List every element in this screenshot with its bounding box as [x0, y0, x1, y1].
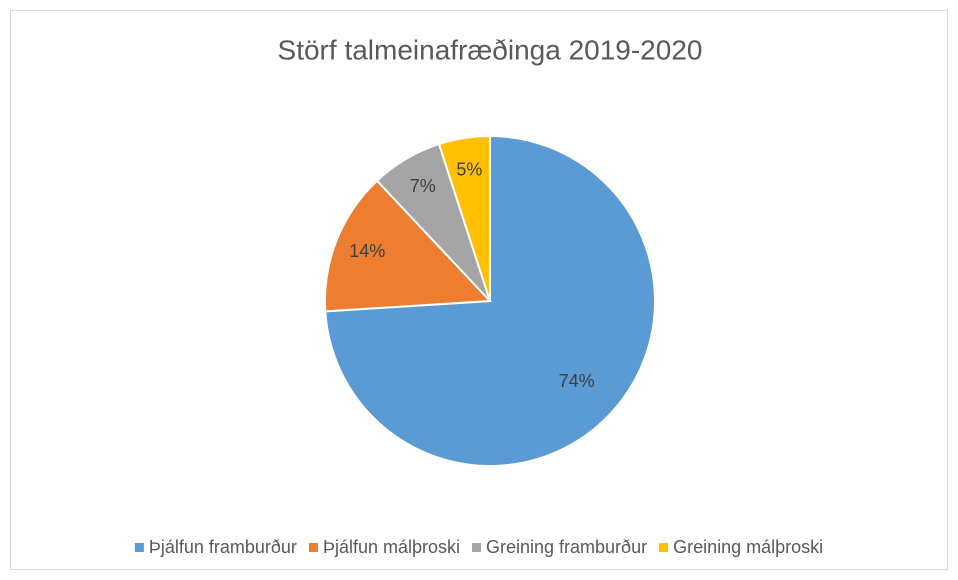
- legend-swatch: [472, 543, 481, 552]
- legend: Þjálfun framburður Þjálfun málþroski Grein…: [134, 537, 823, 557]
- data-label: 14%: [349, 241, 385, 261]
- legend-label: Greining málþroski: [673, 537, 823, 557]
- data-label: 7%: [410, 176, 436, 196]
- legend-swatch: [134, 543, 144, 552]
- pie-slice: [437, 134, 491, 302]
- data-label: 5%: [456, 159, 482, 179]
- legend-label: Þjálfun framburður: [149, 537, 297, 557]
- data-label: 74%: [559, 371, 595, 391]
- legend-label: Greining framburður: [486, 537, 647, 557]
- legend-swatch: [308, 543, 318, 552]
- pie-slice: [324, 179, 493, 313]
- legend-label: Þjálfun málþroski: [323, 537, 460, 557]
- chart-title: Störf talmeinafræðinga 2019-2020: [278, 34, 703, 65]
- legend-swatch: [659, 543, 669, 552]
